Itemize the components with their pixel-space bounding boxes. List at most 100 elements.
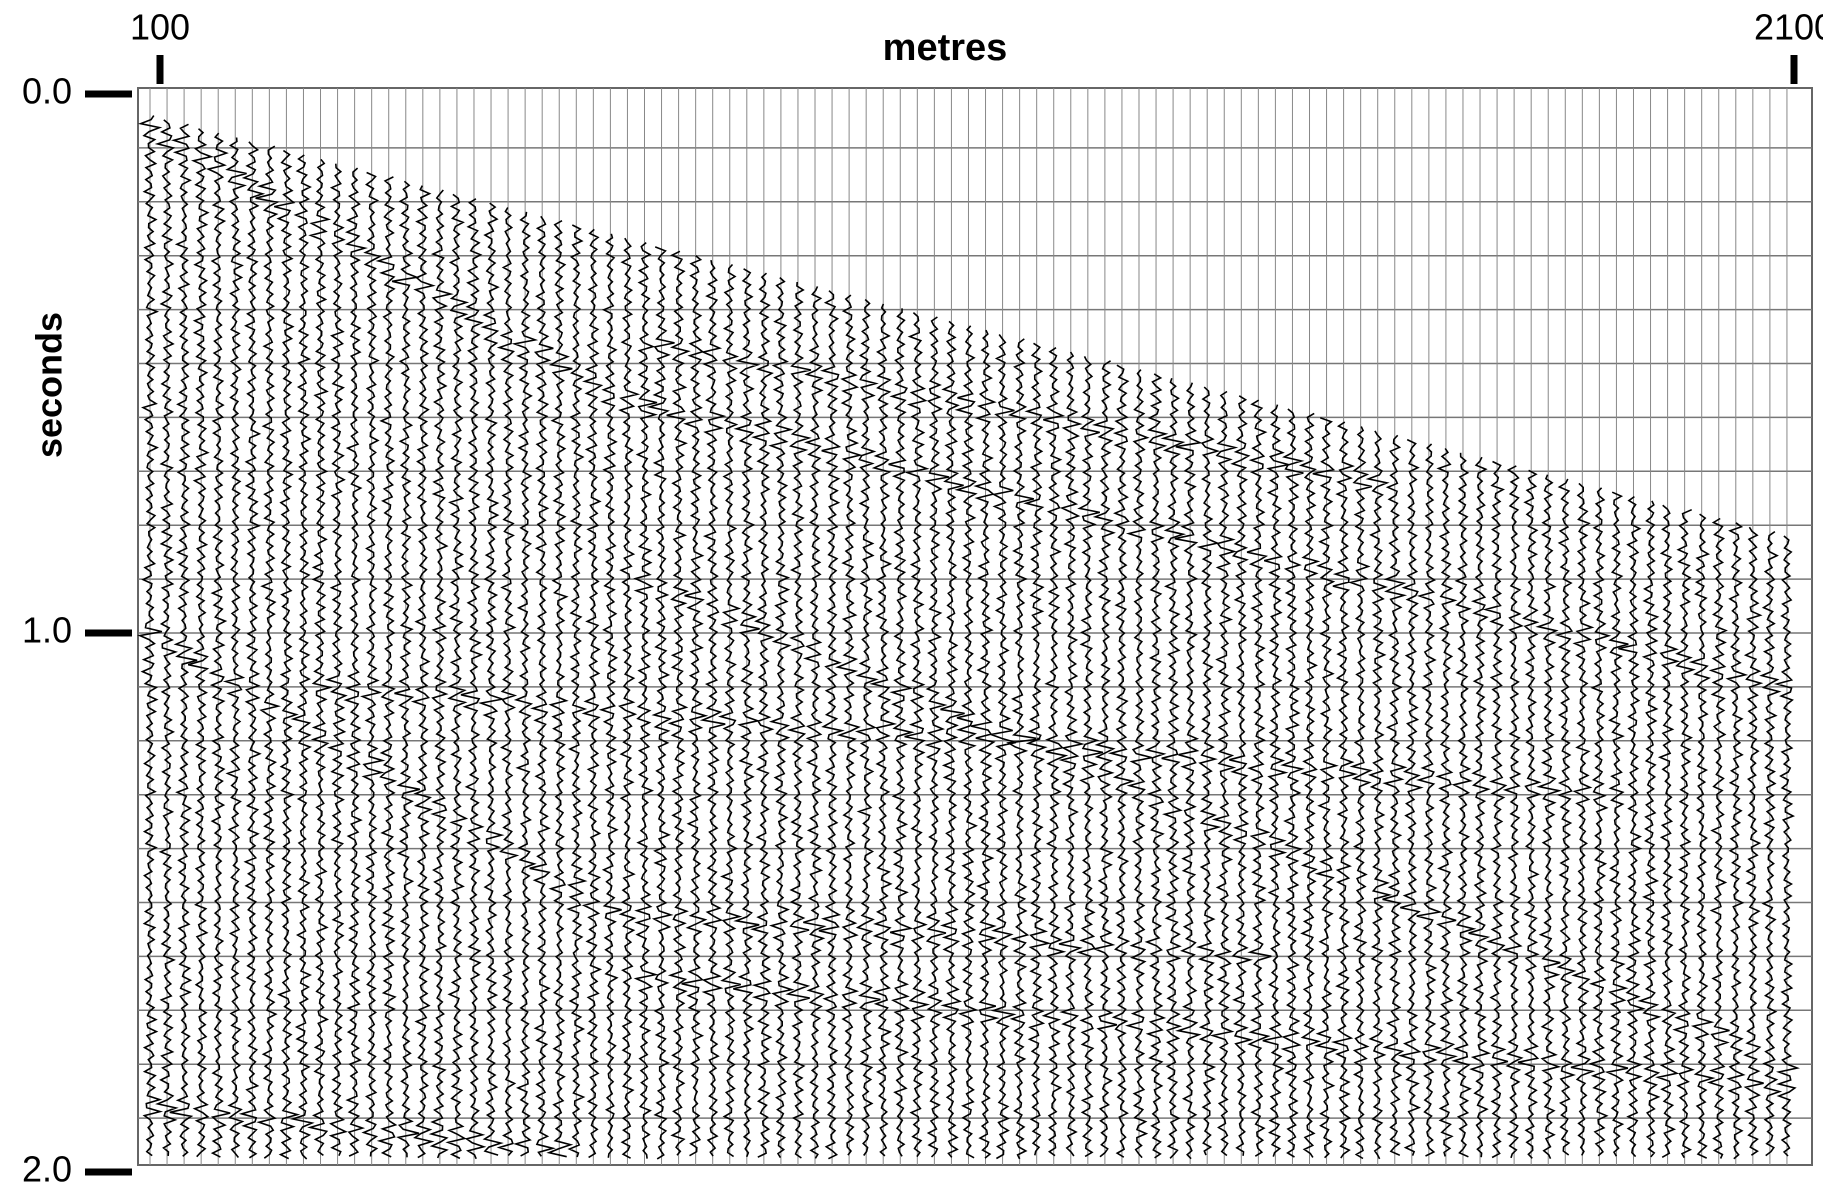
trace — [733, 268, 761, 1158]
trace — [869, 303, 898, 1157]
trace — [1107, 364, 1136, 1158]
trace — [1196, 386, 1222, 1156]
trace — [255, 145, 282, 1159]
trace — [988, 334, 1017, 1160]
y-tick-label: 1.0 — [22, 610, 72, 651]
trace — [1655, 504, 1681, 1158]
trace — [924, 316, 950, 1158]
trace — [205, 132, 231, 1158]
trace — [954, 325, 979, 1159]
trace — [391, 180, 420, 1158]
trace — [970, 329, 1000, 1159]
trace — [1058, 351, 1085, 1157]
trace — [681, 255, 709, 1157]
trace — [1006, 338, 1041, 1160]
trace — [633, 241, 659, 1159]
trace — [1397, 438, 1424, 1156]
trace — [835, 294, 863, 1156]
trace — [1588, 487, 1612, 1157]
trace — [888, 308, 915, 1157]
trace — [274, 149, 301, 1160]
trace — [1743, 526, 1764, 1156]
trace — [511, 211, 539, 1157]
trace — [1124, 369, 1152, 1159]
trace — [1298, 412, 1322, 1158]
trace — [1092, 360, 1118, 1158]
trace — [169, 123, 198, 1157]
trace — [1554, 478, 1577, 1156]
trace — [1312, 416, 1339, 1159]
plot-frame — [137, 87, 1813, 1166]
trace — [324, 163, 348, 1157]
trace — [1706, 517, 1730, 1159]
trace — [154, 119, 179, 1156]
trace — [222, 137, 247, 1158]
trace — [307, 158, 334, 1157]
trace — [1160, 378, 1187, 1159]
trace — [290, 154, 315, 1160]
trace — [1262, 404, 1289, 1157]
x-tick-label: 100 — [130, 7, 190, 48]
trace — [802, 286, 827, 1159]
trace — [618, 237, 641, 1159]
y-tick-label: 2.0 — [22, 1149, 72, 1184]
y-tick-label: 0.0 — [22, 71, 72, 112]
trace — [818, 290, 845, 1160]
trace — [137, 115, 164, 1157]
trace — [496, 207, 520, 1157]
trace — [750, 272, 776, 1158]
trace-area — [137, 88, 1812, 1165]
trace — [1246, 399, 1272, 1157]
trace — [1672, 508, 1696, 1159]
trace — [1468, 456, 1492, 1158]
trace — [187, 128, 214, 1158]
trace — [768, 277, 795, 1159]
trace — [1434, 447, 1458, 1157]
trace — [1209, 390, 1239, 1157]
trace — [1725, 522, 1749, 1160]
trace — [1280, 408, 1305, 1158]
trace — [1759, 530, 1783, 1157]
trace — [1365, 430, 1393, 1160]
trace — [343, 167, 368, 1157]
trace — [360, 171, 386, 1157]
trace — [598, 233, 622, 1158]
trace — [699, 259, 727, 1157]
trace — [1382, 434, 1408, 1157]
x-tick-label: 2100 — [1754, 7, 1823, 48]
trace — [477, 202, 505, 1156]
trace — [1330, 421, 1359, 1159]
trace — [1416, 443, 1443, 1157]
trace — [1570, 482, 1596, 1156]
trace — [1637, 500, 1662, 1158]
trace — [1482, 460, 1509, 1159]
trace — [581, 228, 604, 1159]
trace — [1144, 373, 1169, 1159]
trace — [1451, 452, 1477, 1158]
x-axis-title: metres — [883, 27, 1008, 69]
trace — [1618, 495, 1646, 1158]
trace — [428, 189, 454, 1159]
trace — [375, 176, 398, 1158]
trace — [1041, 347, 1069, 1157]
trace — [566, 224, 588, 1158]
trace — [1517, 469, 1542, 1159]
trace — [1501, 465, 1524, 1159]
trace — [1688, 513, 1716, 1159]
trace — [785, 281, 812, 1159]
trace — [904, 312, 931, 1158]
trace — [1535, 474, 1563, 1160]
trace — [1174, 382, 1203, 1160]
trace — [854, 298, 881, 1156]
trace — [410, 185, 436, 1159]
trace — [666, 250, 691, 1156]
trace — [1604, 491, 1629, 1157]
trace — [445, 193, 470, 1160]
trace — [1229, 395, 1254, 1156]
trace — [717, 263, 743, 1158]
trace — [238, 141, 266, 1159]
trace — [1023, 342, 1052, 1156]
y-axis-title: seconds — [29, 312, 70, 458]
